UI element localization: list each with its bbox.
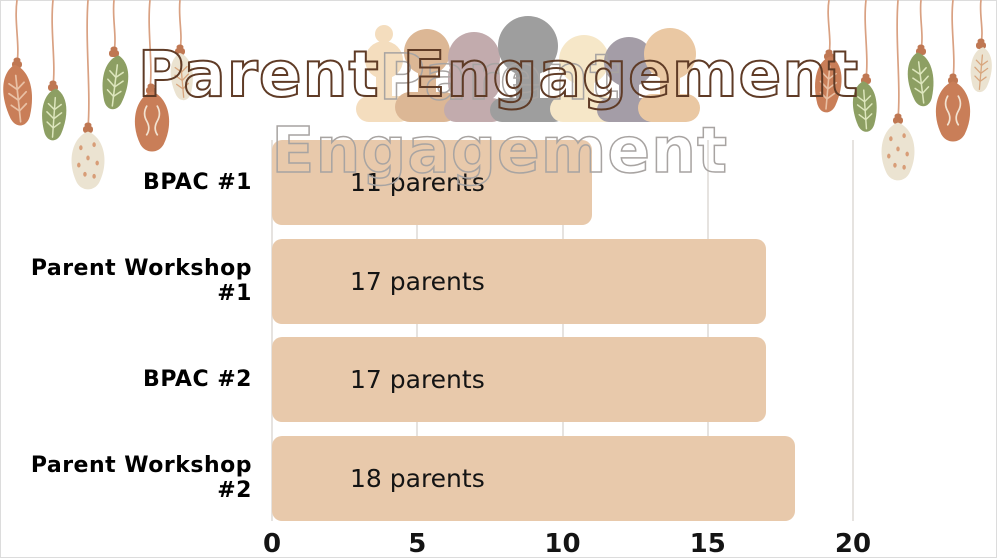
chart-row: Parent Workshop #2 18 parents (20, 435, 853, 521)
bar-value-label: 18 parents (350, 463, 485, 493)
chart-row: BPAC #2 17 parents (20, 337, 853, 422)
bar-chart: BPAC #1 11 parents Parent Workshop #1 17… (20, 140, 871, 558)
bar-track: 18 parents (272, 435, 853, 521)
bar-value-label: 17 parents (350, 365, 485, 394)
category-label-parent-workshop-1: Parent Workshop #1 (30, 256, 252, 306)
gridline-10 (561, 140, 564, 521)
x-tick-10: 10 (544, 529, 581, 558)
gridline-0 (271, 140, 273, 521)
bar-parent-workshop-1: 17 parents (272, 238, 766, 324)
gridline-5 (416, 140, 419, 521)
bar-value-label: 17 parents (350, 266, 485, 296)
chart-row: Parent Workshop #1 17 parents (20, 238, 853, 324)
bar-parent-workshop-2: 18 parents (272, 435, 795, 521)
bar-bpac-2: 17 parents (272, 337, 766, 422)
page-title: Parent Engagement (0, 37, 997, 187)
x-tick-15: 15 (689, 529, 726, 558)
category-label-parent-workshop-2: Parent Workshop #2 (30, 453, 252, 503)
category-label-bpac-2: BPAC #2 (143, 367, 252, 392)
chart-rows: BPAC #1 11 parents Parent Workshop #1 17… (20, 140, 853, 521)
bar-track: 17 parents (272, 337, 853, 422)
chart-gridlines (271, 140, 854, 521)
bar-track: 17 parents (272, 238, 853, 324)
gridline-20 (852, 140, 854, 521)
x-axis: 0 5 10 15 20 (263, 529, 871, 558)
x-tick-0: 0 (262, 529, 282, 558)
gridline-15 (706, 140, 709, 521)
hanging-leaves-decoration-right (812, 0, 994, 181)
page-title-text: Parent Engagement (137, 37, 860, 187)
x-tick-20: 20 (834, 529, 872, 558)
x-tick-5: 5 (408, 529, 427, 558)
